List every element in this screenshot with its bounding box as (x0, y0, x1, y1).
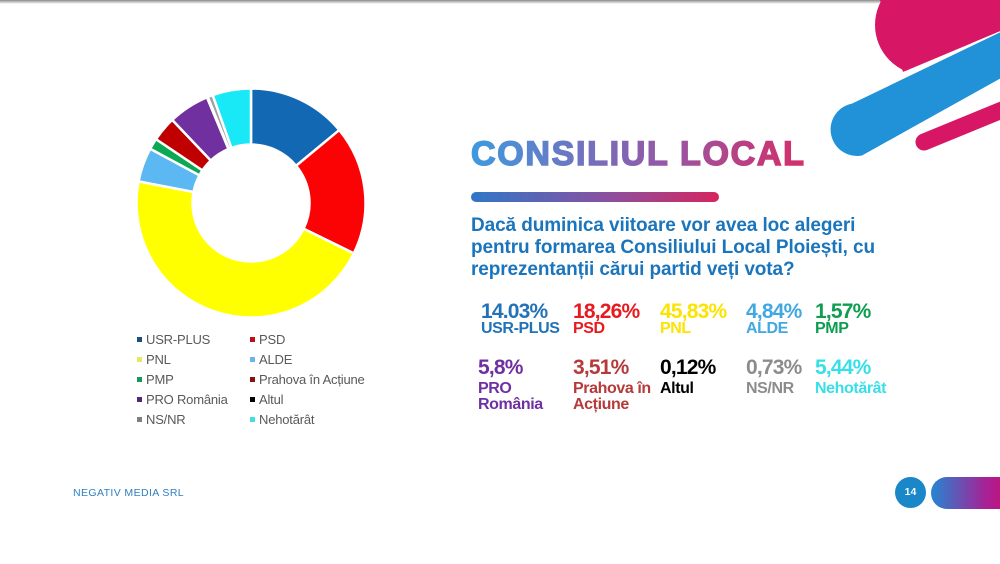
svg-text:CONSILIUL LOCAL: CONSILIUL LOCAL (471, 135, 806, 173)
